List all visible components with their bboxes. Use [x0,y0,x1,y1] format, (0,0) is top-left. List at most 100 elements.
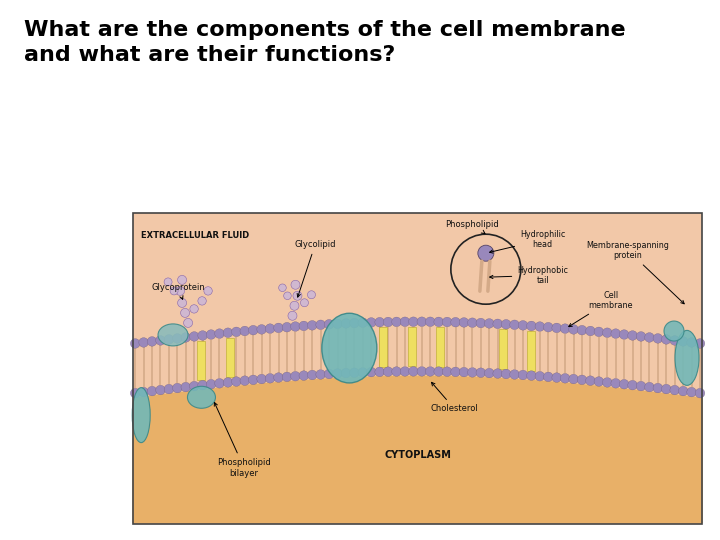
Circle shape [291,322,300,332]
Circle shape [170,287,178,295]
Circle shape [333,319,342,329]
Circle shape [526,371,536,380]
Circle shape [307,321,317,330]
Circle shape [544,372,553,382]
Circle shape [653,383,662,393]
Circle shape [190,305,198,313]
Circle shape [341,368,351,378]
Circle shape [585,326,595,336]
Circle shape [619,380,629,389]
Circle shape [687,338,696,347]
Bar [499,329,507,369]
Circle shape [299,371,309,380]
Circle shape [611,379,621,388]
Circle shape [257,325,266,334]
Circle shape [184,319,192,327]
Circle shape [560,324,570,333]
Ellipse shape [675,330,699,386]
Circle shape [560,374,570,383]
Circle shape [451,318,460,327]
Circle shape [585,376,595,386]
Bar [226,338,234,377]
Circle shape [139,338,148,347]
Circle shape [181,308,189,318]
Ellipse shape [132,388,150,443]
Circle shape [662,335,671,344]
Bar [527,331,536,370]
Circle shape [653,334,662,343]
Circle shape [291,280,300,289]
Circle shape [279,284,287,292]
Circle shape [198,296,206,305]
Circle shape [223,328,233,338]
Circle shape [248,375,258,384]
Bar [408,327,416,367]
Text: and what are their functions?: and what are their functions? [24,45,396,65]
Circle shape [274,373,283,382]
Circle shape [408,367,418,376]
Bar [379,327,387,367]
Circle shape [232,377,241,386]
Circle shape [485,319,494,328]
Circle shape [215,379,225,388]
Circle shape [198,380,207,390]
Circle shape [670,385,680,395]
Circle shape [552,373,562,382]
Circle shape [678,386,688,396]
Circle shape [148,386,157,396]
Circle shape [178,299,186,307]
Circle shape [284,292,292,300]
Circle shape [173,383,182,393]
Circle shape [619,330,629,339]
Polygon shape [133,376,702,523]
Circle shape [535,372,544,381]
Circle shape [189,381,199,391]
Circle shape [232,327,241,336]
Circle shape [307,370,317,380]
Circle shape [375,318,384,327]
Circle shape [518,321,528,330]
Text: CYTOPLASM: CYTOPLASM [384,450,451,461]
Circle shape [577,326,587,335]
Circle shape [130,339,140,348]
Circle shape [501,369,511,379]
Circle shape [678,336,688,346]
Circle shape [687,387,696,397]
Circle shape [189,332,199,341]
Circle shape [467,318,477,327]
Circle shape [375,367,384,377]
Circle shape [493,369,503,379]
Circle shape [316,370,325,379]
Bar [436,327,444,367]
Circle shape [181,382,191,392]
Circle shape [518,370,528,380]
Circle shape [198,330,207,340]
Circle shape [240,376,250,386]
Text: Cell
membrane: Cell membrane [569,291,634,327]
Ellipse shape [322,313,377,383]
Circle shape [300,299,308,307]
Text: Cholesterol: Cholesterol [431,382,479,414]
Circle shape [400,367,410,376]
Circle shape [223,377,233,387]
Circle shape [178,275,186,285]
Text: EXTRACELLULAR FLUID: EXTRACELLULAR FLUID [141,231,249,240]
Ellipse shape [187,386,215,408]
Circle shape [274,323,283,333]
Circle shape [148,336,157,346]
Circle shape [636,381,646,391]
Circle shape [400,317,410,327]
Circle shape [501,320,511,329]
Circle shape [265,374,275,383]
Circle shape [459,318,469,327]
Text: Glycoprotein: Glycoprotein [151,284,205,299]
Circle shape [383,367,393,376]
Circle shape [181,333,191,342]
Circle shape [628,380,637,390]
Circle shape [206,330,216,339]
Ellipse shape [664,321,684,341]
Circle shape [442,367,452,376]
Text: Glycolipid: Glycolipid [294,240,336,297]
Circle shape [288,311,297,320]
Circle shape [204,287,212,295]
